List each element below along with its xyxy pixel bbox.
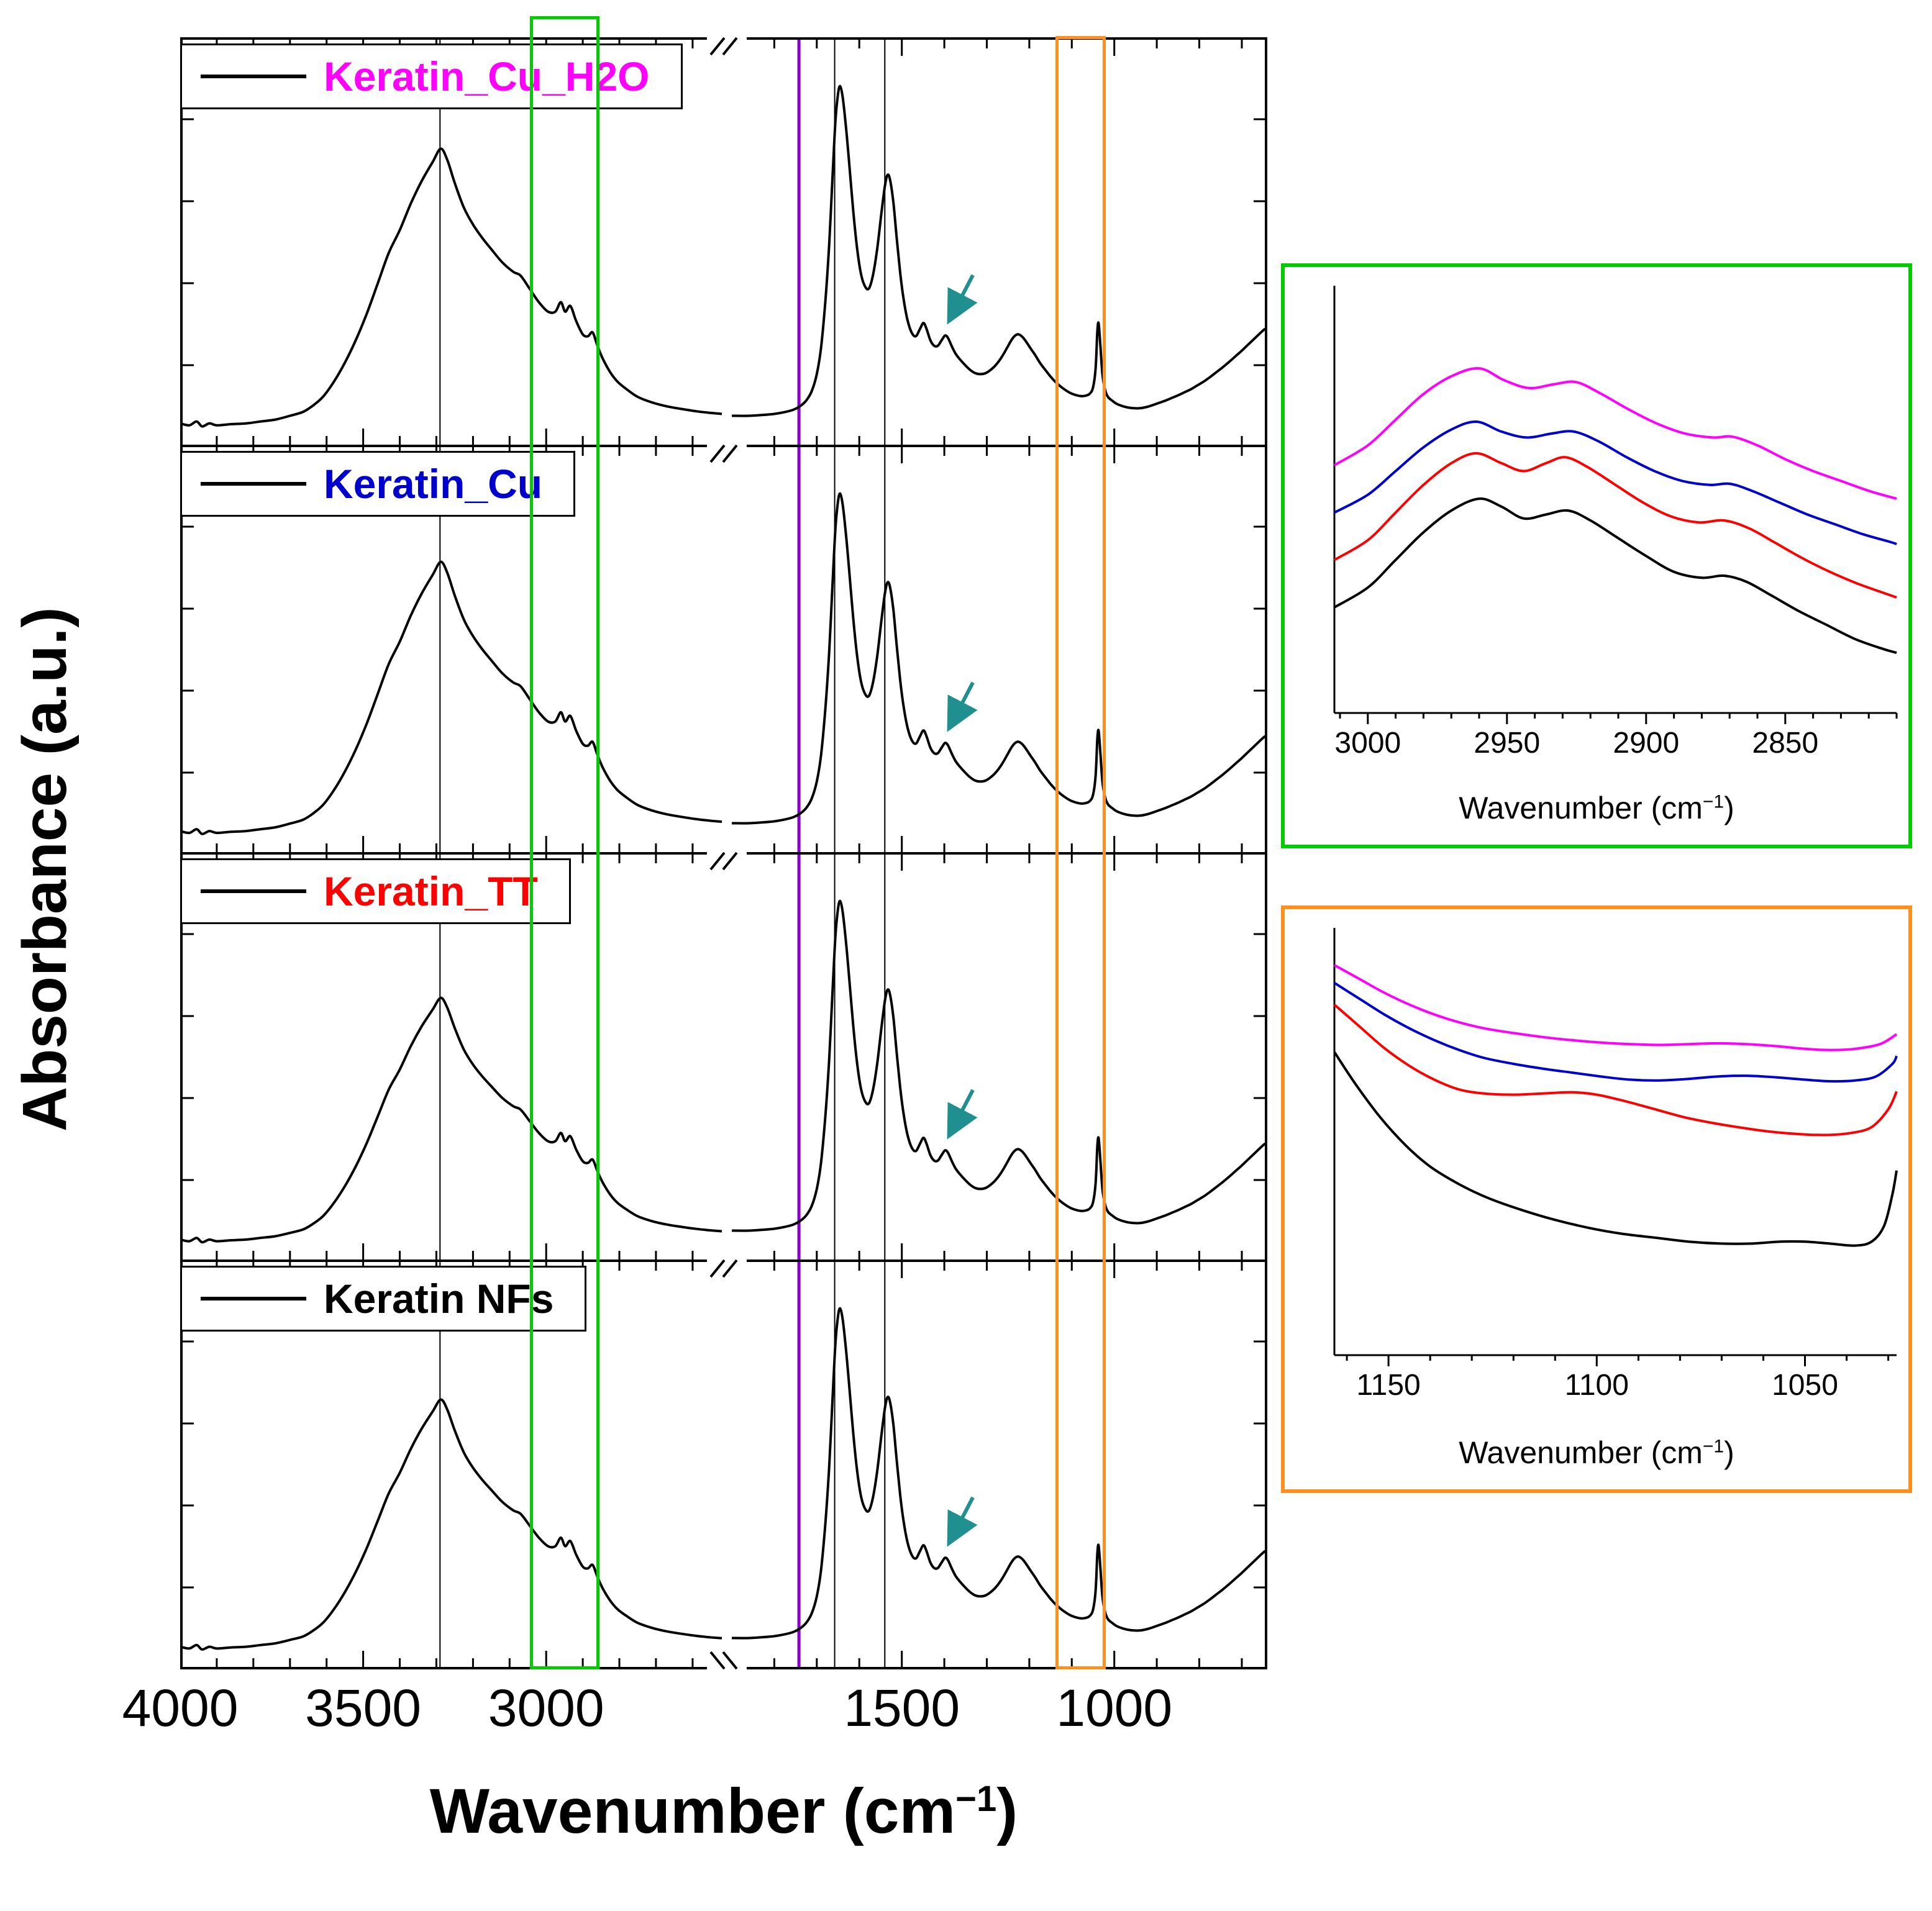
inset-fp-xlabel-text: Wavenumber (cm	[1459, 1435, 1703, 1470]
inset-fingerprint-plot: 1150 1100 1050	[1285, 909, 1908, 1489]
legend-label: Keratin_Cu_H2O	[324, 53, 650, 99]
svg-text:3000: 3000	[1334, 727, 1401, 760]
legend-line-icon	[201, 75, 306, 78]
legend-keratin-nfs: Keratin NFs	[180, 1266, 587, 1332]
spectrum-plot-keratin-nfs	[179, 1256, 1267, 1673]
inset-fp-xlabel-close: )	[1724, 1435, 1734, 1470]
x-tick-labels: 4000 3500 3000 1500 1000	[122, 1678, 1267, 1740]
legend-label: Keratin_TT	[324, 868, 538, 914]
inset-ch-xlabel-text: Wavenumber (cm	[1459, 791, 1703, 825]
panel-keratin-nfs: Keratin NFs	[179, 1256, 1267, 1673]
x-axis-title-close: )	[996, 1776, 1018, 1846]
x-tick-label: 1500	[844, 1679, 960, 1737]
inset-ch-plot: 3000 2950 2900 2850	[1285, 267, 1908, 845]
legend-keratin-cu: Keratin_Cu	[180, 451, 576, 517]
x-axis-title: Wavenumber (cm−1)	[155, 1775, 1292, 1848]
inset-fingerprint-region: 1150 1100 1050 Wavenumber (cm−1)	[1281, 906, 1912, 1493]
legend-label: Keratin NFs	[324, 1276, 554, 1322]
x-axis-title-sup: −1	[955, 1779, 997, 1819]
highlight-box-ch-stretch	[529, 16, 599, 1669]
svg-text:2850: 2850	[1752, 727, 1818, 760]
svg-text:2900: 2900	[1613, 727, 1679, 760]
x-axis-title-text: Wavenumber (cm	[429, 1776, 956, 1846]
x-tick-label: 1000	[1056, 1679, 1173, 1737]
svg-text:1050: 1050	[1772, 1369, 1838, 1402]
x-tick-label: 3000	[488, 1679, 604, 1737]
highlight-box-fingerprint	[1055, 36, 1106, 1669]
inset-fingerprint-xlabel: Wavenumber (cm−1)	[1285, 1435, 1908, 1471]
panel-keratin-cu: Keratin_Cu	[179, 441, 1267, 855]
legend-keratin-tt: Keratin_TT	[180, 858, 571, 924]
inset-ch-xlabel-sup: −1	[1702, 791, 1725, 812]
inset-fp-xlabel-sup: −1	[1702, 1436, 1725, 1457]
x-tick-label: 3500	[305, 1679, 422, 1737]
y-axis-title-text: Absorbance (a.u.)	[10, 607, 80, 1132]
inset-ch-stretch-region: 3000 2950 2900 2850 Wavenumber (cm−1)	[1281, 263, 1912, 848]
legend-line-icon	[201, 482, 306, 486]
legend-line-icon	[201, 1297, 306, 1300]
x-tick-label: 4000	[122, 1679, 239, 1737]
inset-ch-xlabel-close: )	[1724, 791, 1734, 825]
svg-text:1150: 1150	[1356, 1369, 1420, 1402]
legend-line-icon	[201, 889, 306, 893]
legend-label: Keratin_Cu	[324, 461, 543, 507]
svg-text:2950: 2950	[1474, 727, 1540, 760]
legend-keratin-cu-h2o: Keratin_Cu_H2O	[180, 43, 683, 109]
inset-ch-xlabel: Wavenumber (cm−1)	[1285, 790, 1908, 826]
y-axis-title: Absorbance (a.u.)	[9, 472, 81, 1267]
svg-text:1100: 1100	[1565, 1369, 1629, 1402]
